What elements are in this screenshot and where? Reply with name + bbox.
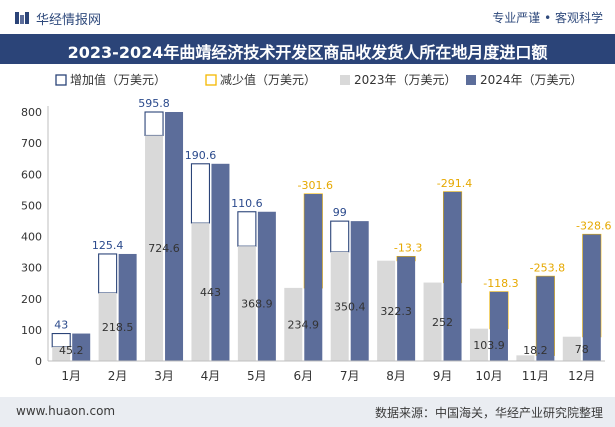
bar-2024 xyxy=(118,253,137,361)
x-tick-label: 6月 xyxy=(293,369,313,383)
title-bar: 2023-2024年曲靖经济技术开发区商品收发货人所在地月度进口额 xyxy=(0,34,615,64)
value-label-2023: 350.4 xyxy=(334,300,366,313)
bar-2024 xyxy=(257,211,276,361)
legend-label-2: 减少值（万美元） xyxy=(220,72,316,87)
value-label-2023: 322.3 xyxy=(380,305,412,318)
legend-label-1: 增加值（万美元） xyxy=(70,72,166,87)
bar-2023 xyxy=(237,246,256,361)
x-tick-label: 11月 xyxy=(522,369,549,383)
value-label-2023: 18.2 xyxy=(523,344,548,357)
change-label: -301.6 xyxy=(298,179,333,192)
x-tick-label: 7月 xyxy=(340,369,360,383)
y-tick-label: 600 xyxy=(21,168,42,181)
x-tick-label: 2月 xyxy=(108,369,128,383)
bar-2024 xyxy=(165,112,184,361)
value-label-2023: 103.9 xyxy=(473,339,505,352)
brand-name[interactable]: 华经情报网 xyxy=(36,13,102,28)
legend-label-4: 2024年（万美元） xyxy=(480,73,583,87)
website-link[interactable]: www.huaon.com xyxy=(16,404,116,418)
value-label-2023: 252 xyxy=(432,316,453,329)
increase-bar xyxy=(330,220,350,253)
x-tick-label: 12月 xyxy=(568,369,595,383)
bar-2024 xyxy=(211,163,230,361)
change-label: -291.4 xyxy=(437,177,472,190)
x-tick-label: 3月 xyxy=(154,369,174,383)
bar-2024 xyxy=(489,291,508,361)
chart-legend: 增加值（万美元） 减少值（万美元） 2023年（万美元） 2024年（万美元） xyxy=(55,72,583,87)
y-tick-label: 400 xyxy=(21,231,42,244)
y-axis: 0 100 200 300 400 500 600 700 800 xyxy=(21,106,49,368)
chart-title: 2023-2024年曲靖经济技术开发区商品收发货人所在地月度进口额 xyxy=(67,43,548,62)
x-tick-label: 9月 xyxy=(433,369,453,383)
value-label-2023: 234.9 xyxy=(288,318,320,331)
bar-2023 xyxy=(562,336,581,361)
value-label-2023: 78 xyxy=(575,343,589,356)
bar-2024 xyxy=(304,194,323,361)
bar-2023 xyxy=(423,282,442,361)
change-label: 595.8 xyxy=(138,97,170,110)
footer: www.huaon.com 数据来源：中国海关，华经产业研究院整理 xyxy=(0,397,615,427)
legend-swatch-1 xyxy=(55,74,67,86)
x-axis: 1月 2月 3月 4月 5月 6月 7月 8月 9月 10月 11月 12月 xyxy=(48,360,605,383)
change-label: 43 xyxy=(54,319,68,332)
bar-2024 xyxy=(536,276,555,361)
value-label-2023: 218.5 xyxy=(102,321,134,334)
y-tick-label: 800 xyxy=(21,106,42,119)
brand-logo-icon xyxy=(15,12,29,24)
bar-2023 xyxy=(52,346,71,361)
import-chart: 增加值（万美元） 减少值（万美元） 2023年（万美元） 2024年（万美元） 0 10… xyxy=(21,72,612,383)
bar-2023 xyxy=(516,355,535,361)
y-tick-label: 500 xyxy=(21,199,42,212)
bar-2024 xyxy=(397,256,416,361)
legend-swatch-2 xyxy=(205,74,217,86)
change-label: 110.6 xyxy=(231,197,263,210)
increase-bar xyxy=(98,253,118,294)
x-tick-label: 4月 xyxy=(201,369,221,383)
bar-2023 xyxy=(145,135,164,361)
y-tick-label: 0 xyxy=(35,355,42,368)
x-tick-label: 8月 xyxy=(386,369,406,383)
increase-bar xyxy=(237,211,257,247)
bar-2024 xyxy=(350,221,369,361)
y-tick-label: 300 xyxy=(21,262,42,275)
bar-2023 xyxy=(284,287,303,361)
change-label: -118.3 xyxy=(483,277,518,290)
bar-2024 xyxy=(443,191,462,361)
change-label: -13.3 xyxy=(394,242,422,255)
increase-bar xyxy=(190,163,211,224)
y-tick-label: 100 xyxy=(21,324,42,337)
brand-tagline: 专业严谨 • 客观科学 xyxy=(492,11,603,25)
bar-2023 xyxy=(191,223,210,361)
value-label-2023: 443 xyxy=(200,286,221,299)
bar-2023 xyxy=(98,292,117,361)
change-label: -328.6 xyxy=(576,219,611,232)
increase-bar xyxy=(144,111,164,137)
legend-label-3: 2023年（万美元） xyxy=(354,73,457,87)
x-tick-label: 10月 xyxy=(475,369,502,383)
legend-swatch-4 xyxy=(466,75,476,85)
x-tick-label: 5月 xyxy=(247,369,267,383)
bar-2024 xyxy=(72,333,91,361)
change-label: 99 xyxy=(333,206,347,219)
top-bar: 华经情报网 专业严谨 • 客观科学 xyxy=(0,0,615,34)
value-label-2023: 45.2 xyxy=(59,344,84,357)
change-label: 190.6 xyxy=(185,149,217,162)
bar-2023 xyxy=(469,328,488,361)
value-label-2023: 368.9 xyxy=(241,298,273,311)
y-tick-label: 700 xyxy=(21,137,42,150)
x-tick-label: 1月 xyxy=(61,369,81,383)
change-label: 125.4 xyxy=(92,239,124,252)
data-source: 数据来源：中国海关，华经产业研究院整理 xyxy=(374,406,603,420)
y-tick-label: 200 xyxy=(21,293,42,306)
bar-2024 xyxy=(582,234,601,361)
bar-2023 xyxy=(330,251,349,361)
chart-bars: 43 45.2 125.4 218.5 595.8 724.6 190.6 443 110.6 3… xyxy=(51,97,612,361)
bar-2023 xyxy=(377,260,396,361)
change-label: -253.8 xyxy=(530,261,565,274)
value-label-2023: 724.6 xyxy=(148,242,180,255)
legend-swatch-3 xyxy=(340,75,350,85)
